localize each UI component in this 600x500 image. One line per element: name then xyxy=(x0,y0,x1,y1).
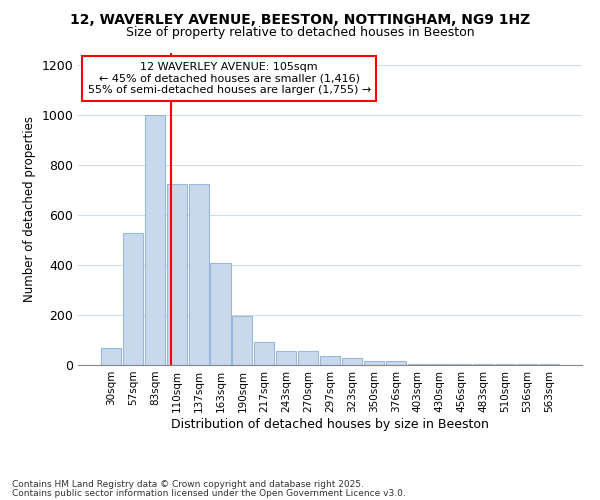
Text: 12 WAVERLEY AVENUE: 105sqm
← 45% of detached houses are smaller (1,416)
55% of s: 12 WAVERLEY AVENUE: 105sqm ← 45% of deta… xyxy=(88,62,371,95)
Bar xyxy=(188,184,209,365)
Bar xyxy=(386,361,406,365)
Bar xyxy=(276,351,296,365)
Bar xyxy=(364,361,384,365)
Bar xyxy=(254,342,274,365)
Bar xyxy=(539,364,559,365)
Text: Size of property relative to detached houses in Beeston: Size of property relative to detached ho… xyxy=(125,26,475,39)
Bar xyxy=(473,364,493,365)
Text: Contains HM Land Registry data © Crown copyright and database right 2025.: Contains HM Land Registry data © Crown c… xyxy=(12,480,364,489)
Text: Contains public sector information licensed under the Open Government Licence v3: Contains public sector information licen… xyxy=(12,489,406,498)
Bar xyxy=(298,351,318,365)
Bar xyxy=(495,364,515,365)
Bar xyxy=(407,364,428,365)
Bar xyxy=(342,358,362,365)
Text: 12, WAVERLEY AVENUE, BEESTON, NOTTINGHAM, NG9 1HZ: 12, WAVERLEY AVENUE, BEESTON, NOTTINGHAM… xyxy=(70,12,530,26)
Bar xyxy=(145,115,165,365)
Bar xyxy=(320,356,340,365)
Bar xyxy=(232,316,253,365)
Bar xyxy=(211,262,230,365)
X-axis label: Distribution of detached houses by size in Beeston: Distribution of detached houses by size … xyxy=(171,418,489,430)
Bar xyxy=(101,348,121,365)
Bar xyxy=(123,232,143,365)
Y-axis label: Number of detached properties: Number of detached properties xyxy=(23,116,36,302)
Bar xyxy=(430,364,449,365)
Bar xyxy=(451,364,472,365)
Bar xyxy=(167,184,187,365)
Bar xyxy=(517,364,537,365)
